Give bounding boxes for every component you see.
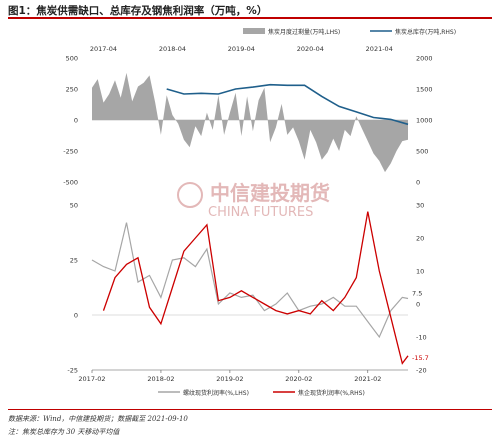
annotation-coke-last: -15.7 — [412, 354, 429, 362]
source-note: 数据来源：Wind，中信建投期货；数据截至 2021-09-10 — [8, 415, 188, 423]
bottom-left-ytick-3: -25 — [67, 367, 78, 375]
top-date-tick-0: 2017-04 — [90, 45, 117, 53]
bottom-date-tick-1: 2018-02 — [147, 375, 174, 383]
bottom-right-ytick-4: -10 — [416, 334, 427, 342]
watermark-en: CHINA FUTURES — [208, 205, 313, 220]
top-left-ytick-2: 0 — [74, 117, 78, 125]
top-left-ytick-1: 250 — [66, 86, 78, 94]
top-right-ytick-4: 0 — [416, 179, 420, 187]
top-right-ytick-3: 500 — [416, 148, 428, 156]
top-left-ytick-3: -250 — [63, 148, 78, 156]
bottom-left-ytick-1: 25 — [70, 257, 78, 265]
bottom-legend-label-rebar: 螺纹现货利润率(%,LHS) — [183, 389, 249, 397]
top-right-ytick-1: 1500 — [416, 86, 433, 94]
rebar-margin-line — [91, 222, 409, 339]
bottom-right-ytick-0: 30 — [416, 202, 424, 210]
bottom-left-ytick-2: 0 — [74, 312, 78, 320]
figure-title: 图1：焦炭供需缺口、总库存及钢焦利润率（万吨，%） — [8, 5, 268, 17]
annotation-rebar-last: 7.5 — [412, 290, 422, 298]
top-left-ytick-4: -500 — [63, 179, 78, 187]
bottom-date-tick-3: 2020-02 — [285, 375, 312, 383]
bottom-date-tick-2: 2019-02 — [216, 375, 243, 383]
bottom-right-ytick-3: 0 — [416, 301, 420, 309]
top-right-ytick-2: 1000 — [416, 117, 433, 125]
inventory-line — [166, 83, 409, 126]
surplus-area — [92, 72, 408, 173]
top-date-tick-2: 2019-04 — [228, 45, 255, 53]
top-legend-label-inventory: 焦炭总库存(万吨,RHS) — [395, 28, 456, 36]
top-right-ytick-0: 2000 — [416, 55, 433, 63]
footnote: 注：焦炭总库存为 30 天移动平均值 — [8, 428, 120, 436]
bottom-legend-label-coke: 焦企现货利润率(%,RHS) — [298, 389, 365, 397]
coke-margin-line — [102, 211, 409, 365]
top-left-ytick-0: 500 — [66, 55, 78, 63]
title-rule — [8, 17, 492, 19]
top-date-tick-4: 2021-04 — [366, 45, 393, 53]
watermark-cn: 中信建投期货 — [210, 181, 330, 205]
top-date-tick-3: 2020-04 — [297, 45, 324, 53]
top-legend-swatch-surplus — [243, 28, 265, 34]
watermark-logo — [177, 182, 203, 208]
bottom-rule — [8, 409, 492, 410]
bottom-left-ytick-0: 50 — [70, 202, 78, 210]
top-date-tick-1: 2018-04 — [159, 45, 186, 53]
bottom-right-ytick-5: -20 — [416, 367, 427, 375]
bottom-date-tick-4: 2021-02 — [354, 375, 381, 383]
bottom-right-ytick-1: 20 — [416, 235, 424, 243]
top-legend-label-surplus: 焦炭月度过剩量(万吨,LHS) — [268, 28, 340, 36]
bottom-right-ytick-2: 10 — [416, 268, 424, 276]
bottom-date-tick-0: 2017-02 — [78, 375, 105, 383]
